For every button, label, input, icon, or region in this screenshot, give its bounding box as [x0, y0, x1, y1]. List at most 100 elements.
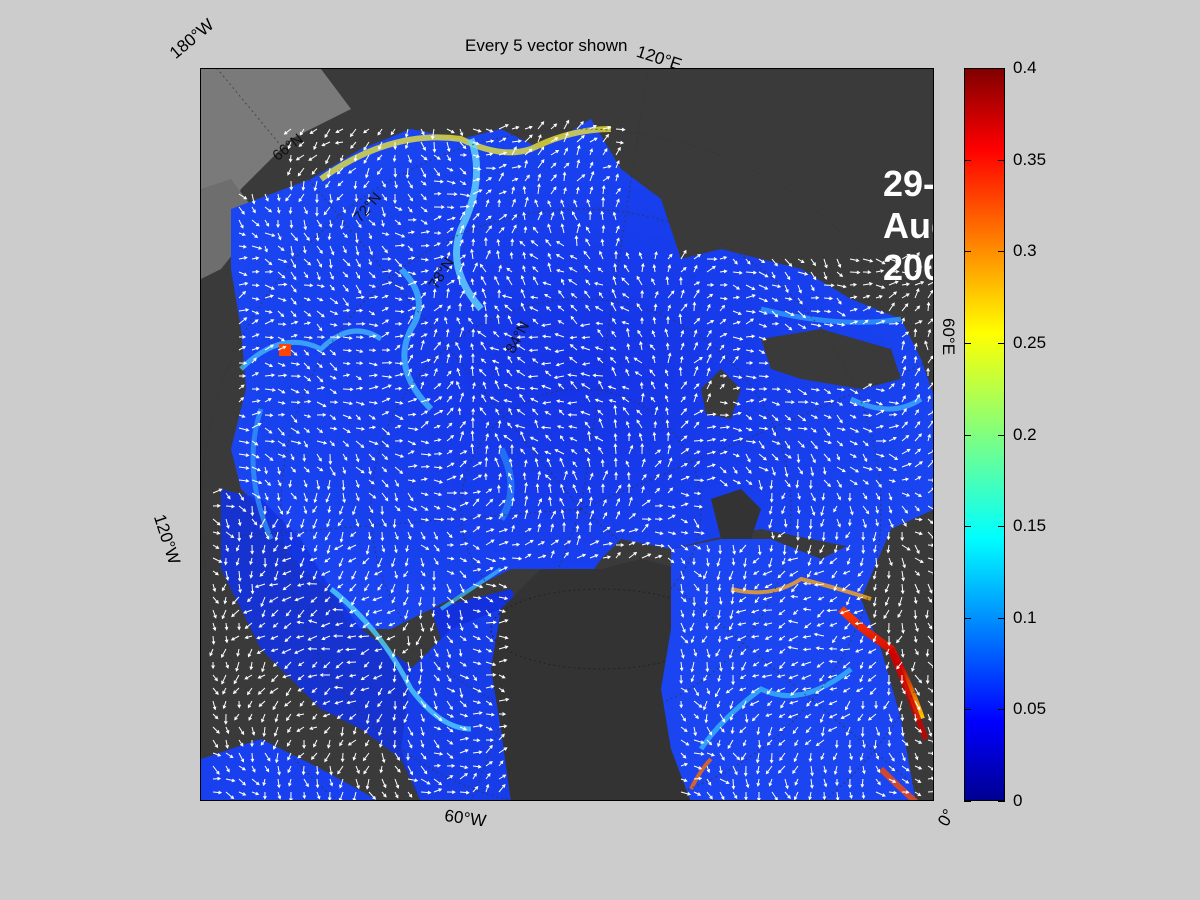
drift-vector [693, 713, 700, 720]
drift-vector [275, 752, 279, 764]
drift-vector [355, 219, 362, 229]
drift-vector [471, 223, 476, 234]
drift-vector [381, 219, 385, 228]
drift-vector [282, 583, 292, 591]
drift-vector [284, 635, 292, 643]
drift-vector [771, 310, 779, 318]
drift-vector [927, 382, 933, 390]
drift-vector [821, 492, 826, 501]
drift-vector [542, 401, 552, 405]
drift-vector [323, 661, 331, 669]
drift-vector [680, 396, 686, 403]
drift-vector [407, 314, 414, 325]
drift-vector [732, 295, 741, 300]
drift-vector [420, 398, 431, 403]
drift-vector [433, 752, 444, 756]
drift-vector [420, 505, 429, 511]
drift-vector [888, 424, 900, 429]
drift-vector [730, 726, 735, 735]
drift-vector [327, 791, 332, 800]
drift-vector [639, 340, 643, 351]
drift-vector [745, 284, 756, 290]
drift-vector [724, 635, 734, 640]
drift-vector [290, 388, 300, 394]
drift-vector [667, 487, 674, 494]
drift-vector [849, 320, 859, 325]
drift-vector [555, 254, 565, 260]
drift-vector [433, 438, 442, 442]
drift-vector [329, 193, 333, 204]
drift-vector [290, 310, 297, 318]
drift-vector [472, 461, 483, 468]
drift-vector [572, 211, 578, 221]
drift-vector [394, 344, 401, 351]
drift-vector [362, 622, 370, 629]
drift-vector [763, 622, 773, 627]
drift-vector [433, 277, 439, 286]
drift-vector [652, 316, 657, 325]
colorbar-tick-label: 0.2 [1013, 424, 1037, 444]
drift-vector [338, 570, 344, 581]
drift-vector [524, 125, 533, 130]
drift-vector [900, 726, 905, 737]
drift-vector [589, 161, 594, 169]
drift-vector [557, 320, 565, 325]
drift-vector [788, 674, 799, 680]
drift-vector [319, 673, 330, 677]
drift-vector [446, 462, 455, 468]
drift-vector [238, 317, 248, 325]
drift-vector [532, 318, 539, 325]
drift-vector [446, 713, 455, 718]
drift-vector [485, 712, 495, 717]
drift-vector [238, 290, 247, 299]
drift-vector [745, 334, 756, 339]
drift-vector [377, 583, 383, 591]
drift-vector [886, 622, 891, 634]
drift-vector [857, 583, 864, 592]
drift-vector [738, 687, 747, 692]
drift-vector [627, 432, 632, 442]
drift-vector [472, 635, 482, 640]
drift-vector [693, 450, 701, 455]
drift-vector [263, 506, 267, 515]
drift-vector [810, 505, 816, 516]
drift-vector [303, 321, 312, 325]
drift-vector [324, 531, 331, 541]
drift-vector [888, 765, 896, 772]
drift-vector [810, 427, 817, 433]
drift-vector [875, 752, 880, 760]
drift-vector [433, 713, 443, 722]
drift-vector [524, 159, 528, 169]
drift-vector [887, 674, 891, 686]
drift-vector [819, 557, 825, 565]
drift-vector [727, 739, 734, 750]
drift-vector [900, 531, 905, 542]
drift-vector [300, 518, 305, 529]
drift-vector [225, 504, 236, 509]
drift-vector [664, 369, 669, 377]
drift-vector [456, 316, 461, 325]
drift-vector [506, 369, 513, 377]
drift-vector [264, 453, 274, 461]
drift-vector [784, 778, 789, 790]
colorbar-tick-mark [964, 709, 971, 711]
drift-vector [286, 518, 292, 529]
drift-vector [693, 648, 698, 657]
drift-vector [446, 395, 453, 403]
drift-vector [693, 700, 703, 708]
drift-vector [609, 346, 617, 351]
drift-vector [563, 470, 568, 481]
drift-vector [519, 393, 526, 403]
drift-vector [277, 765, 281, 776]
colorbar-tick-mark [964, 342, 971, 344]
drift-vector [784, 791, 791, 800]
drift-vector [693, 254, 702, 260]
drift-vector [485, 249, 491, 260]
drift-vector [394, 791, 399, 799]
drift-vector [637, 329, 643, 338]
drift-vector [313, 531, 318, 540]
drift-vector [355, 284, 362, 295]
drift-vector [405, 583, 410, 595]
drift-vector [615, 140, 625, 145]
drift-vector [381, 427, 391, 436]
